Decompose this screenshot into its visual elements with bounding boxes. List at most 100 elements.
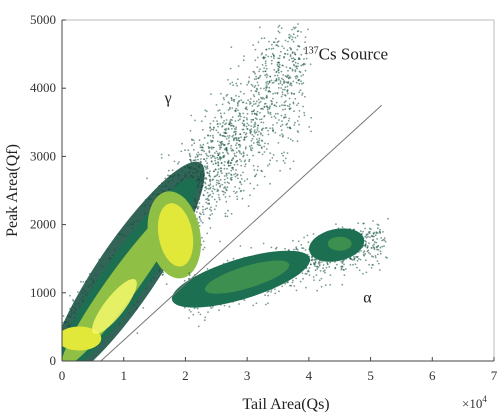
- gamma-point: [287, 119, 290, 122]
- gamma-point: [240, 164, 243, 167]
- gamma-point: [288, 59, 291, 61]
- gamma-point: [245, 117, 248, 119]
- gamma-point: [239, 180, 242, 183]
- x-axis-title: Tail Area(Qs): [242, 396, 329, 413]
- gamma-point: [307, 28, 309, 31]
- gamma-point: [211, 195, 214, 198]
- gamma-point: [206, 167, 209, 170]
- gamma-point: [220, 116, 223, 119]
- gamma-point: [217, 162, 220, 165]
- alpha-point: [377, 245, 379, 247]
- gamma-point: [252, 126, 255, 128]
- gamma-point: [210, 139, 212, 142]
- gamma-point: [223, 178, 226, 181]
- gamma-point: [247, 81, 250, 84]
- gamma-point: [292, 80, 295, 83]
- alpha-point: [383, 237, 386, 239]
- alpha-point: [203, 319, 206, 322]
- alpha-point: [356, 266, 358, 269]
- alpha-point: [207, 311, 209, 313]
- alpha-point: [301, 247, 303, 250]
- alpha-point: [353, 257, 356, 259]
- gamma-point: [231, 135, 234, 138]
- gamma-point: [301, 82, 303, 85]
- gamma-point: [297, 58, 300, 61]
- alpha-point: [278, 290, 280, 293]
- gamma-point: [239, 144, 242, 147]
- gamma-point: [231, 119, 233, 121]
- gamma-point: [247, 205, 250, 208]
- gamma-point: [254, 175, 256, 178]
- gamma-point: [171, 169, 174, 172]
- gamma-point: [274, 74, 276, 77]
- gamma-point: [265, 148, 268, 150]
- gamma-point: [263, 151, 266, 153]
- gamma-point: [280, 114, 283, 117]
- gamma-point: [294, 70, 297, 73]
- gamma-point: [304, 95, 306, 98]
- gamma-point: [220, 92, 222, 95]
- gamma-point: [256, 169, 259, 172]
- gamma-point: [250, 144, 253, 147]
- gamma-point: [241, 128, 244, 131]
- gamma-point: [208, 202, 211, 205]
- gamma-point: [205, 168, 208, 171]
- gamma-point: [288, 107, 291, 110]
- gamma-point: [222, 155, 225, 157]
- gamma-point: [305, 10, 307, 12]
- alpha-point: [364, 244, 367, 246]
- gamma-point: [198, 216, 201, 219]
- alpha-point: [304, 249, 307, 251]
- gamma-point: [212, 170, 215, 173]
- alpha-point: [349, 263, 352, 266]
- gamma-point: [261, 107, 263, 110]
- alpha-point: [197, 325, 200, 328]
- gamma-point: [263, 37, 266, 40]
- gamma-point: [142, 307, 145, 309]
- gamma-point: [237, 65, 240, 67]
- gamma-point: [214, 157, 217, 160]
- gamma-point: [230, 212, 233, 215]
- gamma-point: [200, 153, 203, 156]
- gamma-point: [273, 41, 276, 44]
- gamma-point: [245, 102, 248, 105]
- gamma-point: [236, 102, 239, 104]
- gamma-point: [243, 131, 246, 134]
- gamma-point: [200, 146, 203, 149]
- gamma-point: [208, 146, 211, 149]
- alpha-point: [312, 276, 315, 278]
- gamma-point: [243, 160, 246, 163]
- gamma-point: [296, 30, 299, 33]
- alpha-point: [369, 253, 372, 255]
- gamma-point: [268, 163, 271, 166]
- gamma-point: [277, 142, 280, 144]
- gamma-point: [259, 118, 261, 121]
- gamma-point: [289, 47, 291, 49]
- annotation-layer: 137Cs Source γ α: [164, 45, 388, 307]
- gamma-point: [268, 86, 271, 89]
- alpha-point: [375, 245, 378, 248]
- gamma-point: [253, 71, 256, 73]
- gamma-point: [302, 73, 305, 76]
- gamma-point: [253, 78, 256, 80]
- gamma-point: [292, 40, 295, 43]
- gamma-point: [285, 66, 288, 68]
- alpha-point: [196, 307, 199, 310]
- gamma-point: [278, 119, 280, 121]
- gamma-point: [77, 291, 79, 293]
- y-tick-label: 4000: [30, 80, 56, 95]
- gamma-point: [229, 82, 232, 85]
- gamma-point: [272, 47, 275, 50]
- gamma-point: [299, 71, 302, 74]
- alpha-point: [313, 258, 316, 261]
- alpha-high-core: [327, 236, 352, 251]
- gamma-point: [274, 117, 277, 119]
- gamma-point: [271, 52, 274, 55]
- gamma-point: [289, 67, 292, 70]
- gamma-point: [291, 28, 293, 31]
- alpha-point: [188, 317, 190, 319]
- gamma-point: [284, 100, 287, 102]
- alpha-point: [300, 243, 303, 246]
- gamma-point: [62, 315, 65, 317]
- gamma-point: [207, 195, 210, 198]
